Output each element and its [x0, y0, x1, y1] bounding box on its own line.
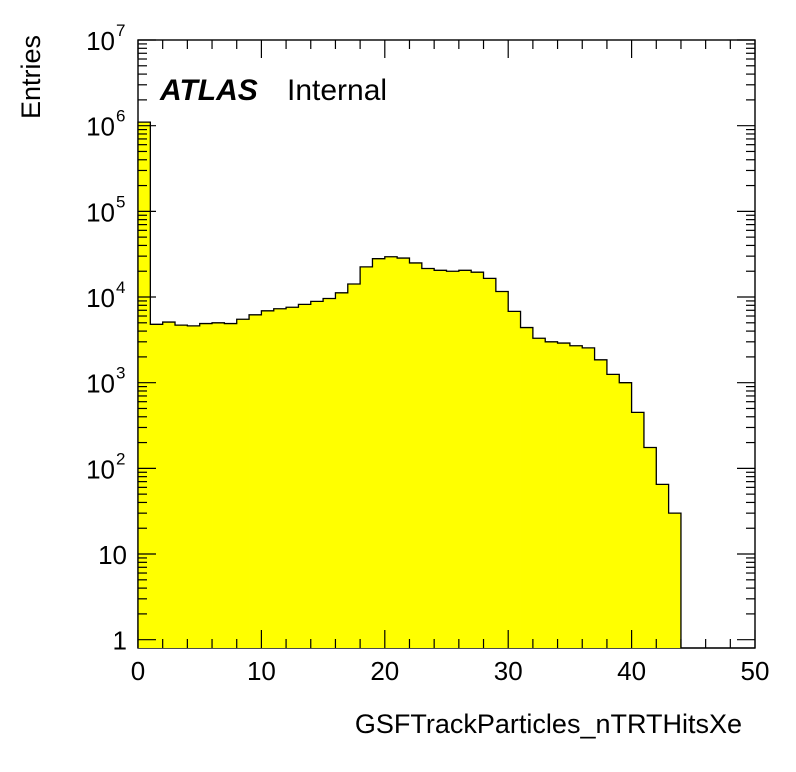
y-tick-exponent: 5 — [116, 192, 125, 211]
y-tick-exponent: 7 — [116, 21, 125, 40]
y-tick-exponent: 4 — [116, 278, 125, 297]
histogram-bin — [150, 324, 164, 648]
histogram-bin — [643, 447, 657, 648]
histogram-bin — [495, 291, 509, 648]
histogram-bin — [668, 513, 682, 648]
x-tick-label: 20 — [370, 656, 399, 686]
histogram-bin — [360, 266, 373, 648]
histogram-bin — [631, 412, 645, 648]
histogram-layer — [137, 121, 755, 649]
histogram-bin — [372, 258, 386, 648]
histogram-outline — [137, 121, 755, 649]
histogram-bin — [520, 327, 534, 648]
histogram-bin — [187, 325, 201, 648]
histogram-bin — [594, 359, 608, 648]
histogram-bin — [335, 292, 349, 648]
histogram-bin — [298, 304, 312, 648]
x-tick-label: 40 — [617, 656, 646, 686]
histogram-bin — [532, 338, 546, 648]
histogram-bin — [162, 322, 176, 648]
histogram-bin — [606, 374, 620, 648]
atlas-label: ATLAS — [159, 74, 258, 107]
y-tick-exponent: 3 — [116, 364, 125, 383]
histogram-bin — [508, 311, 521, 648]
histogram-bin — [323, 298, 336, 648]
histogram-bin — [310, 301, 324, 648]
internal-label: Internal — [287, 74, 387, 107]
histogram-bin — [656, 484, 670, 648]
histogram-bin — [224, 323, 238, 648]
histogram-bin — [138, 122, 151, 649]
y-tick-label: 10 — [86, 369, 115, 399]
histogram-bin — [458, 270, 472, 648]
histogram-bin — [261, 310, 275, 648]
y-tick-label: 10 — [98, 540, 127, 570]
histogram-bin — [434, 270, 447, 648]
histogram-bin — [557, 343, 571, 648]
x-tick-label: 50 — [741, 656, 770, 686]
y-tick-exponent: 2 — [116, 449, 125, 468]
y-tick-exponent: 6 — [116, 107, 125, 126]
y-tick-label: 1 — [113, 626, 127, 656]
histogram-bin — [446, 271, 460, 648]
histogram-bin — [409, 262, 423, 648]
histogram-bin — [286, 307, 299, 648]
x-tick-label: 10 — [247, 656, 276, 686]
y-tick-label: 10 — [86, 112, 115, 142]
histogram-bin — [212, 322, 225, 648]
histogram-bin — [569, 345, 583, 648]
histogram-bin — [236, 319, 250, 648]
histogram-bin — [175, 325, 188, 648]
histogram-bin — [199, 323, 213, 648]
x-tick-label: 30 — [494, 656, 523, 686]
x-axis-title: GSFTrackParticles_nTRTHitsXe — [355, 709, 742, 739]
axis-ticks — [137, 39, 756, 648]
histogram-bin — [384, 256, 398, 648]
histogram-bin — [397, 258, 410, 648]
histogram-bin — [249, 314, 262, 648]
y-tick-label: 10 — [86, 197, 115, 227]
histogram-bin — [273, 308, 287, 648]
y-tick-label: 10 — [86, 454, 115, 484]
y-tick-label: 10 — [86, 26, 115, 56]
histogram-bin — [471, 272, 484, 648]
histogram-bin — [545, 341, 558, 648]
y-axis-title: Entries — [16, 35, 46, 119]
y-tick-label: 10 — [86, 283, 115, 313]
histogram-bin — [421, 268, 435, 648]
histogram-bin — [347, 283, 361, 648]
x-tick-label: 0 — [131, 656, 145, 686]
histogram-bin — [483, 278, 497, 648]
histogram-bin — [619, 382, 632, 648]
histogram-bin — [582, 347, 595, 648]
